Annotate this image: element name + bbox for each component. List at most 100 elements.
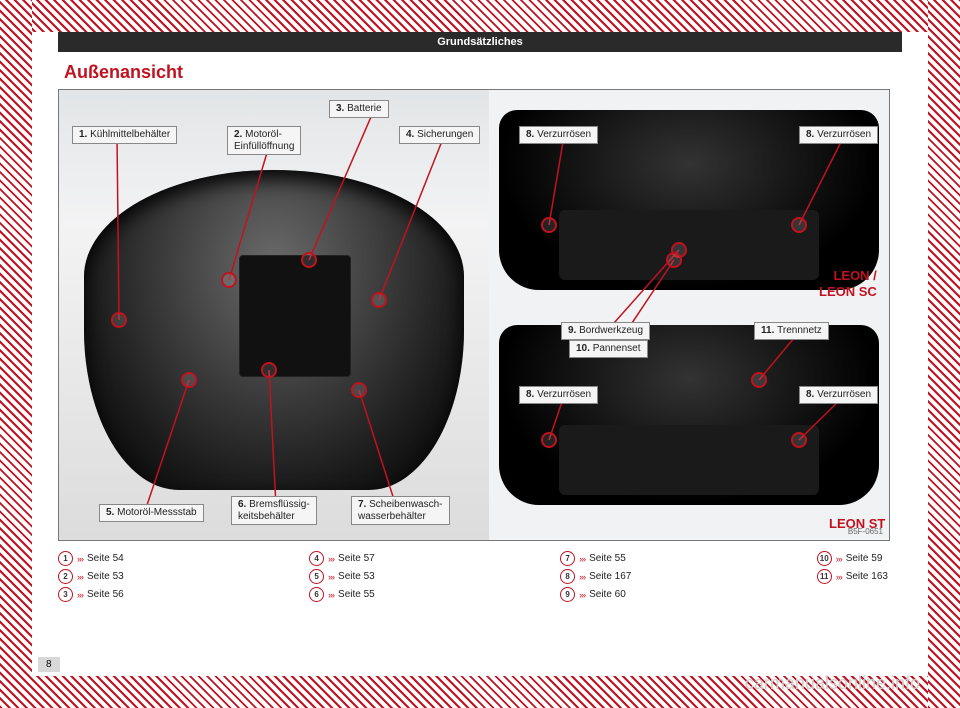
ref-page-text: Seite 53	[87, 571, 124, 582]
callout-label: Verzurrösen	[537, 389, 591, 400]
ref-column: 4›››Seite 57 5 ››› Seite 53 6 ››› Seite 55	[309, 551, 375, 602]
callout-c8d: 8. Verzurrösen	[799, 386, 878, 404]
callout-c2: 2. Motoröl-Einfüllöffnung	[227, 126, 301, 155]
page-ref-row: 6 ››› Seite 55	[309, 587, 375, 602]
target-marker	[666, 252, 682, 268]
callout-label: Motoröl-Messstab	[117, 507, 196, 518]
target-marker	[221, 272, 237, 288]
trunk-floor	[559, 425, 819, 495]
ref-number-badge: 3	[58, 587, 73, 602]
target-marker	[181, 372, 197, 388]
callout-number: 9.	[568, 325, 579, 336]
ref-page-text: Seite 54	[87, 553, 124, 564]
callout-c8c: 8. Verzurrösen	[519, 386, 598, 404]
target-marker	[751, 372, 767, 388]
section-title: Außenansicht	[64, 62, 902, 83]
ref-number-badge: 9	[560, 587, 575, 602]
page-ref-row: 10 ››› Seite 59	[817, 551, 888, 566]
ref-arrow-icon: ›››	[579, 572, 585, 582]
ref-arrow-icon: ›››	[328, 572, 334, 582]
ref-page-text: Seite 60	[589, 589, 626, 600]
ref-number-badge: 8	[560, 569, 575, 584]
ref-number-badge: 1	[58, 551, 73, 566]
callout-c11: 11. Trennnetz	[754, 322, 829, 340]
ref-arrow-icon: ›››	[836, 554, 842, 564]
target-marker	[541, 432, 557, 448]
callout-c6: 6. Bremsflüssig-keitsbehälter	[231, 496, 317, 525]
callout-number: 6.	[238, 499, 249, 510]
target-marker	[301, 252, 317, 268]
callout-number: 8.	[526, 129, 537, 140]
ref-number-badge: 10	[817, 551, 832, 566]
ref-arrow-icon: ›››	[328, 554, 334, 564]
ref-page-text: Seite 56	[87, 589, 124, 600]
callout-label: Bordwerkzeug	[579, 325, 643, 336]
callout-c8a: 8. Verzurrösen	[519, 126, 598, 144]
hatched-border-left	[0, 0, 32, 708]
callout-label: Verzurrösen	[537, 129, 591, 140]
ref-page-text: Seite 53	[338, 571, 375, 582]
ref-arrow-icon: ›››	[77, 590, 83, 600]
trunk-illustration-leon-st	[499, 325, 879, 505]
page-ref-row: 4›››Seite 57	[309, 551, 375, 566]
section-bar: Grundsätzliches	[58, 32, 902, 52]
page-ref-row: 5 ››› Seite 53	[309, 569, 375, 584]
callout-label: Batterie	[347, 103, 381, 114]
model-label: LEON /LEON SC	[819, 268, 877, 299]
page-ref-row: 9 ››› Seite 60	[560, 587, 631, 602]
callout-label: Sicherungen	[417, 129, 473, 140]
callout-c8b: 8. Verzurrösen	[799, 126, 878, 144]
callout-c5: 5. Motoröl-Messstab	[99, 504, 204, 522]
callout-label: Pannenset	[593, 343, 641, 354]
target-marker	[351, 382, 367, 398]
target-marker	[541, 217, 557, 233]
engine-block	[239, 255, 351, 377]
callout-label: Trennnetz	[777, 325, 822, 336]
ref-arrow-icon: ›››	[579, 590, 585, 600]
target-marker	[111, 312, 127, 328]
page-content: Grundsätzliches Außenansicht B5F-0651 1.…	[58, 32, 902, 664]
callout-c9: 9. Bordwerkzeug	[561, 322, 650, 340]
page-reference-columns: 1›››Seite 542›››Seite 533›››Seite 564›››…	[58, 551, 888, 602]
callout-number: 11.	[761, 325, 777, 336]
ref-page-text: Seite 167	[589, 571, 631, 582]
ref-arrow-icon: ›››	[77, 554, 83, 564]
target-marker	[791, 217, 807, 233]
ref-number-badge: 5	[309, 569, 324, 584]
ref-arrow-icon: ›››	[77, 572, 83, 582]
page-ref-row: 3 ››› Seite 56	[58, 587, 124, 602]
callout-c10: 10. Pannenset	[569, 340, 648, 358]
callout-c4: 4. Sicherungen	[399, 126, 480, 144]
ref-arrow-icon: ›››	[328, 590, 334, 600]
callout-number: 8.	[806, 129, 817, 140]
page-ref-row: 2›››Seite 53	[58, 569, 124, 584]
callout-number: 7.	[358, 499, 369, 510]
callout-c3: 3. Batterie	[329, 100, 389, 118]
ref-column: 1›››Seite 542›››Seite 533›››Seite 56	[58, 551, 124, 602]
callout-number: 5.	[106, 507, 117, 518]
callout-label: Verzurrösen	[817, 129, 871, 140]
callout-number: 10.	[576, 343, 593, 354]
trunk-illustrations	[489, 90, 889, 540]
page-ref-row: 1 ››› Seite 54	[58, 551, 124, 566]
callout-number: 8.	[526, 389, 537, 400]
hatched-border-bottom	[0, 676, 960, 708]
callout-label: Verzurrösen	[817, 389, 871, 400]
hatched-border-top	[0, 0, 960, 32]
callout-number: 2.	[234, 129, 245, 140]
callout-number: 1.	[79, 129, 90, 140]
ref-column: 7›››Seite 558›››Seite 1679›››Seite 60	[560, 551, 631, 602]
ref-arrow-icon: ›››	[836, 572, 842, 582]
model-label: LEON ST	[829, 516, 885, 532]
ref-number-badge: 6	[309, 587, 324, 602]
ref-column: 10›››Seite 5911›››Seite 163	[817, 551, 888, 602]
ref-page-text: Seite 55	[338, 589, 375, 600]
page-ref-row: 8 ››› Seite 167	[560, 569, 631, 584]
target-marker	[791, 432, 807, 448]
ref-arrow-icon: ›››	[579, 554, 585, 564]
target-marker	[261, 362, 277, 378]
trunk-floor	[559, 210, 819, 280]
ref-number-badge: 11	[817, 569, 832, 584]
ref-page-text: Seite 59	[846, 553, 883, 564]
page-ref-row: 11›››Seite 163	[817, 569, 888, 584]
